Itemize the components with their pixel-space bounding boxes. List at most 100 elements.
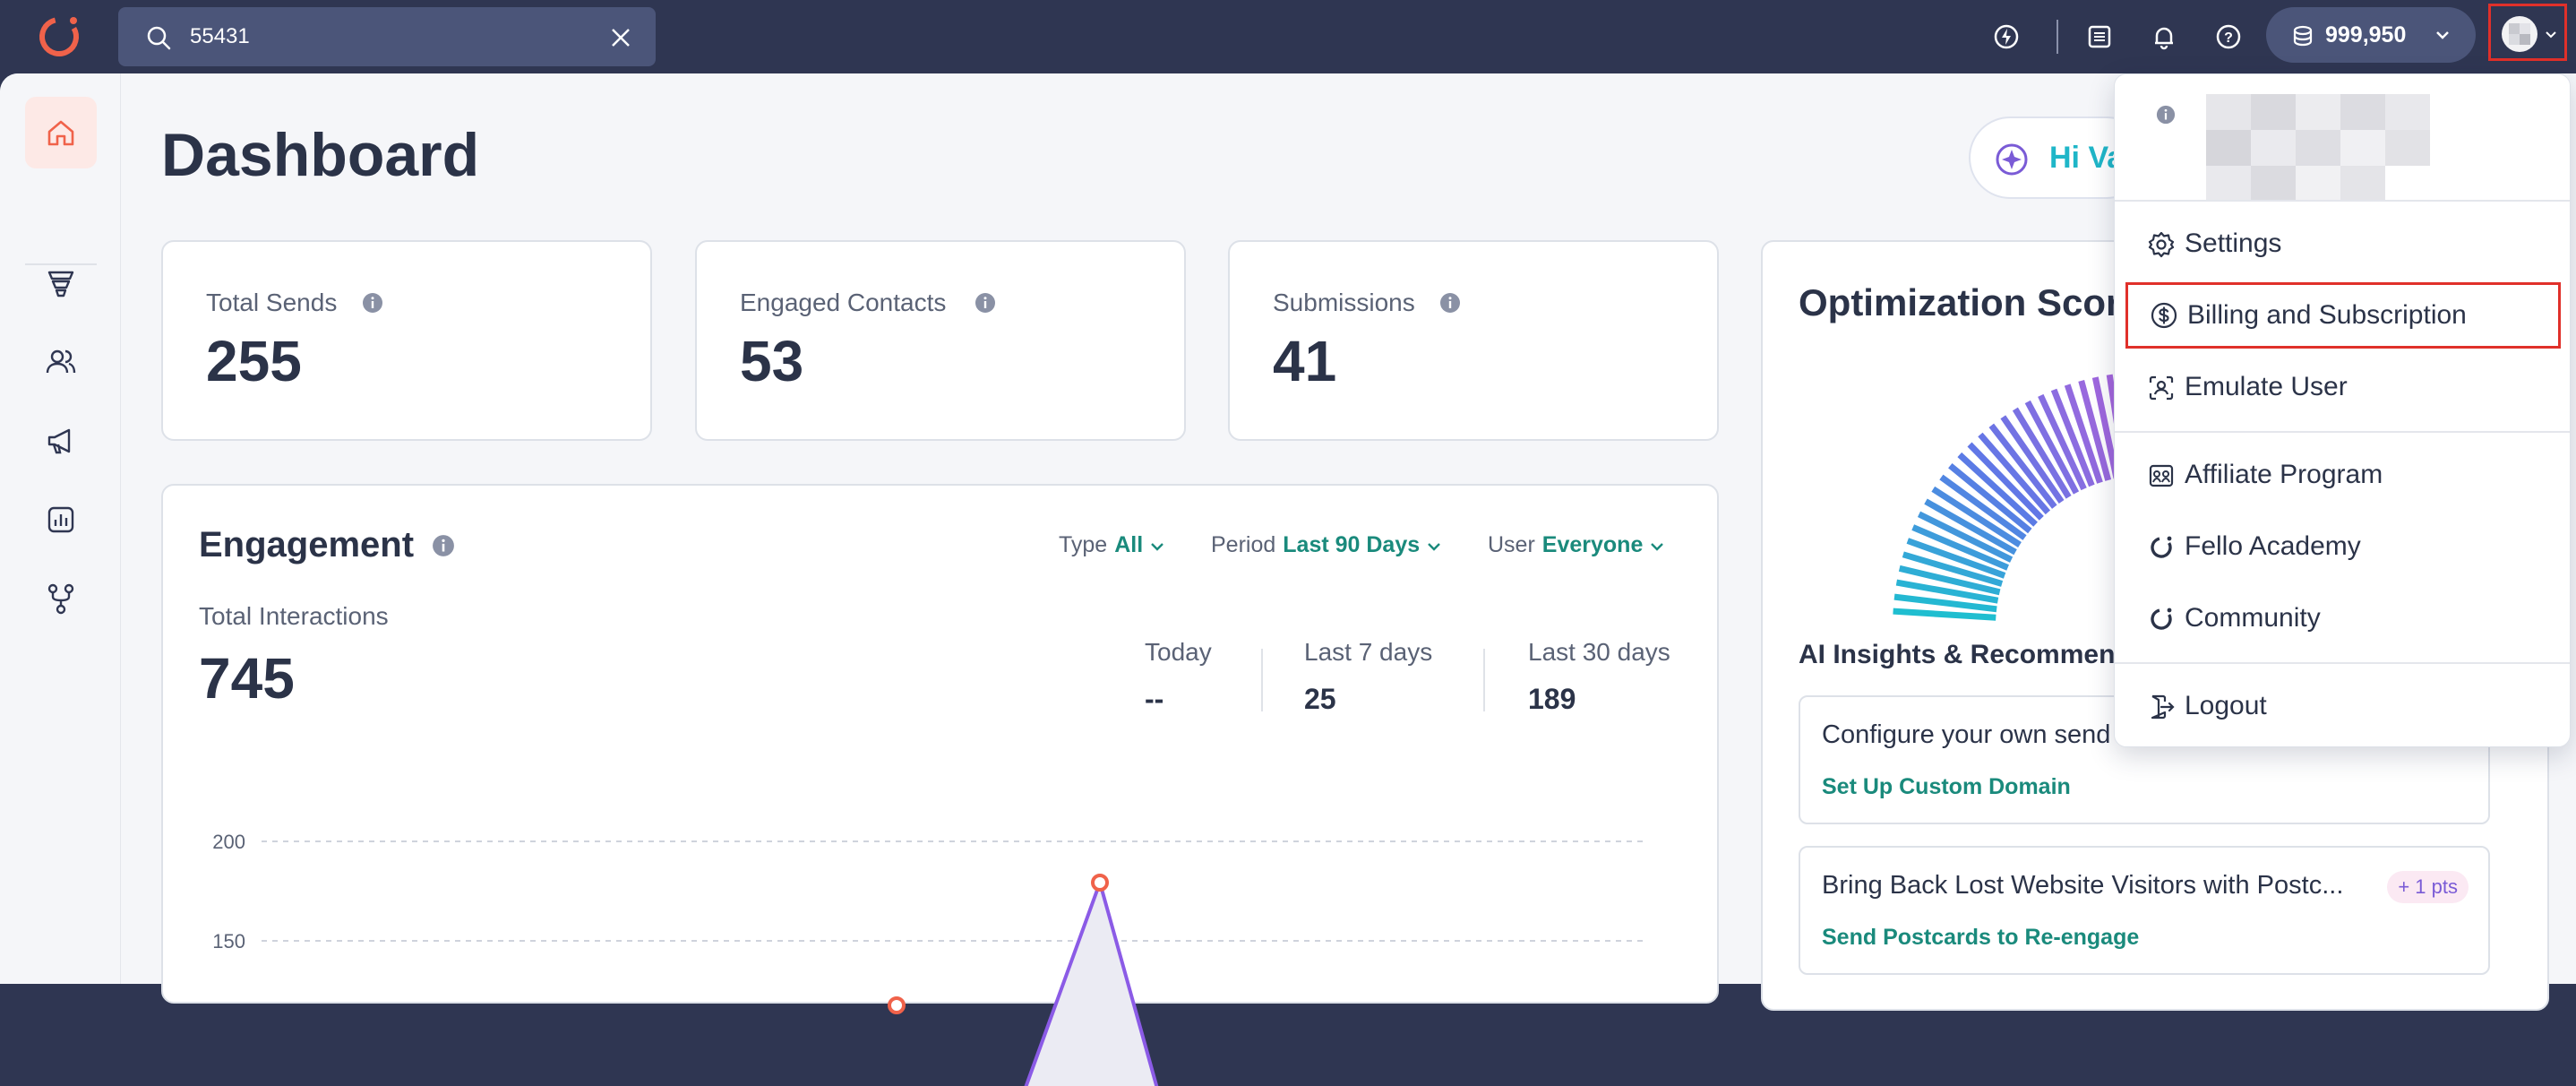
stat-label: Total Sends [206, 289, 338, 316]
engagement-card: Engagement Type All Period Last 90 Days Us… [161, 484, 1719, 1086]
top-bar: 55431 ? 999,950 [0, 0, 2576, 73]
gear-icon [2148, 231, 2175, 258]
fello-logo-icon [2151, 608, 2172, 630]
today-label: Today [1145, 638, 1212, 666]
sidebar-item-campaigns[interactable] [25, 405, 97, 477]
recommendation-link[interactable]: Set Up Custom Domain [1822, 774, 2071, 799]
gauge-segment [1898, 565, 2001, 596]
logout-icon [2151, 694, 2175, 720]
bolt-icon[interactable] [1988, 19, 2024, 55]
sparkle-icon [1996, 143, 2028, 176]
gauge-segment [2050, 388, 2095, 487]
type-filter[interactable]: Type All [1059, 532, 1164, 558]
period-divider [1483, 649, 1485, 711]
total-interactions-label: Total Interactions [199, 602, 389, 630]
info-icon[interactable] [362, 292, 383, 314]
gauge-segment [1895, 579, 1999, 604]
menu-divider [2115, 200, 2570, 202]
credits-button[interactable]: 999,950 [2266, 7, 2476, 63]
coins-icon [2293, 25, 2313, 47]
gauge-segment [2091, 376, 2120, 479]
gauge-segment [1917, 511, 2014, 563]
redacted-user-info [2206, 94, 2466, 202]
type-filter-label: Type [1059, 532, 1108, 557]
close-icon[interactable] [609, 26, 632, 49]
stat-value: 255 [206, 329, 302, 393]
recommendation-text: Configure your own send [1822, 720, 2111, 749]
total-interactions-value: 745 [199, 646, 295, 711]
sidebar-item-contacts[interactable] [25, 326, 97, 398]
gauge-segment [2012, 407, 2072, 499]
menu-item-fello-academy[interactable]: Fello Academy [2124, 515, 2561, 578]
search-input[interactable]: 55431 [118, 7, 656, 66]
sidebar-divider [25, 263, 97, 265]
info-icon[interactable] [1439, 292, 1461, 314]
list-icon[interactable] [2082, 19, 2117, 55]
recommendation-card[interactable]: Bring Back Lost Website Visitors with Po… [1799, 846, 2490, 975]
info-icon[interactable] [975, 292, 996, 314]
home-icon [47, 120, 74, 146]
stat-card-submissions: Submissions 41 [1228, 240, 1719, 441]
ai-assistant-greeting: Hi Va [2049, 141, 2125, 175]
menu-item-label: Affiliate Program [2185, 460, 2383, 489]
type-filter-value: All [1114, 532, 1144, 557]
gauge-segment [2000, 415, 2065, 504]
optimization-title: Optimization Score [1799, 281, 2142, 323]
menu-item-label: Emulate User [2185, 372, 2348, 401]
sidebar-item-reports[interactable] [25, 484, 97, 556]
dollar-circle-icon [2151, 302, 2177, 329]
chevron-down-icon [2546, 31, 2556, 39]
avatar [2502, 16, 2537, 52]
menu-item-affiliate-program[interactable]: Affiliate Program [2124, 444, 2561, 506]
sidebar-item-workflows[interactable] [25, 563, 97, 634]
bell-icon[interactable] [2146, 19, 2182, 55]
gauge-segment [1924, 498, 2017, 556]
sidebar [0, 73, 121, 984]
user-filter-value: Everyone [1541, 532, 1644, 557]
menu-item-emulate-user[interactable]: Emulate User [2124, 356, 2561, 418]
gauge-segment [2024, 400, 2080, 495]
menu-item-label: Fello Academy [2185, 531, 2361, 561]
engagement-chart: 200 150 [212, 831, 1643, 1086]
chevron-down-icon [1151, 543, 1164, 551]
optimization-gauge [1893, 372, 2137, 621]
info-icon[interactable] [2156, 105, 2176, 125]
recommendation-link[interactable]: Send Postcards to Re-engage [1822, 925, 2140, 950]
stat-value: 41 [1273, 329, 1337, 393]
gauge-segment [1988, 423, 2057, 509]
user-filter[interactable]: User Everyone [1488, 532, 1664, 558]
sidebar-item-funnel[interactable] [25, 247, 97, 319]
recommendation-text: Bring Back Lost Website Visitors with Po… [1822, 871, 2344, 900]
stat-label: Submissions [1273, 289, 1415, 316]
gauge-segment [1967, 442, 2044, 521]
fello-logo-icon[interactable] [34, 12, 84, 62]
menu-item-label: Logout [2185, 691, 2267, 720]
gauge-segment [1948, 462, 2032, 534]
period-filter[interactable]: Period Last 90 Days [1211, 532, 1441, 558]
menu-item-logout[interactable]: Logout [2124, 675, 2561, 737]
help-icon[interactable]: ? [2211, 19, 2246, 55]
menu-item-billing-and-subscription[interactable]: Billing and Subscription [2125, 282, 2561, 349]
sidebar-item-home[interactable] [25, 97, 97, 168]
gauge-segment [2038, 393, 2087, 491]
menu-item-settings[interactable]: Settings [2124, 212, 2561, 275]
stat-card-total-sends: Total Sends 255 [161, 240, 652, 441]
engagement-title: Engagement [199, 525, 415, 565]
chevron-down-icon [2436, 31, 2449, 39]
fello-logo-icon [2151, 536, 2172, 558]
period-divider [1261, 649, 1263, 711]
chevron-down-icon [1428, 543, 1440, 551]
user-menu-button[interactable] [2488, 4, 2567, 61]
last-30-days-value: 189 [1528, 683, 1576, 715]
emulate-user-icon [2149, 375, 2174, 401]
info-icon[interactable] [432, 534, 455, 557]
page-title: Dashboard [161, 121, 480, 189]
gauge-segment [1931, 486, 2022, 547]
user-filter-label: User [1488, 532, 1535, 557]
data-point [1091, 874, 1109, 892]
period-filter-label: Period [1211, 532, 1276, 557]
menu-item-community[interactable]: Community [2124, 587, 2561, 650]
search-value[interactable]: 55431 [190, 24, 250, 48]
search-icon [147, 26, 171, 50]
stat-card-engaged-contacts: Engaged Contacts 53 [695, 240, 1186, 441]
